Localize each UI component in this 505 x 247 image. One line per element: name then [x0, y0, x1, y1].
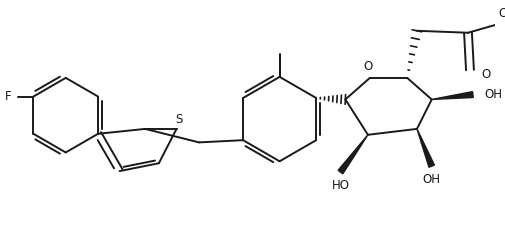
Polygon shape — [432, 92, 473, 100]
Text: F: F — [5, 90, 12, 103]
Text: OH: OH — [485, 88, 502, 101]
Text: O: O — [482, 68, 491, 82]
Polygon shape — [417, 129, 434, 167]
Text: O: O — [363, 60, 373, 73]
Text: S: S — [175, 113, 182, 125]
Polygon shape — [338, 135, 368, 174]
Text: OH: OH — [423, 173, 441, 186]
Text: HO: HO — [331, 179, 349, 192]
Text: O: O — [499, 7, 505, 20]
